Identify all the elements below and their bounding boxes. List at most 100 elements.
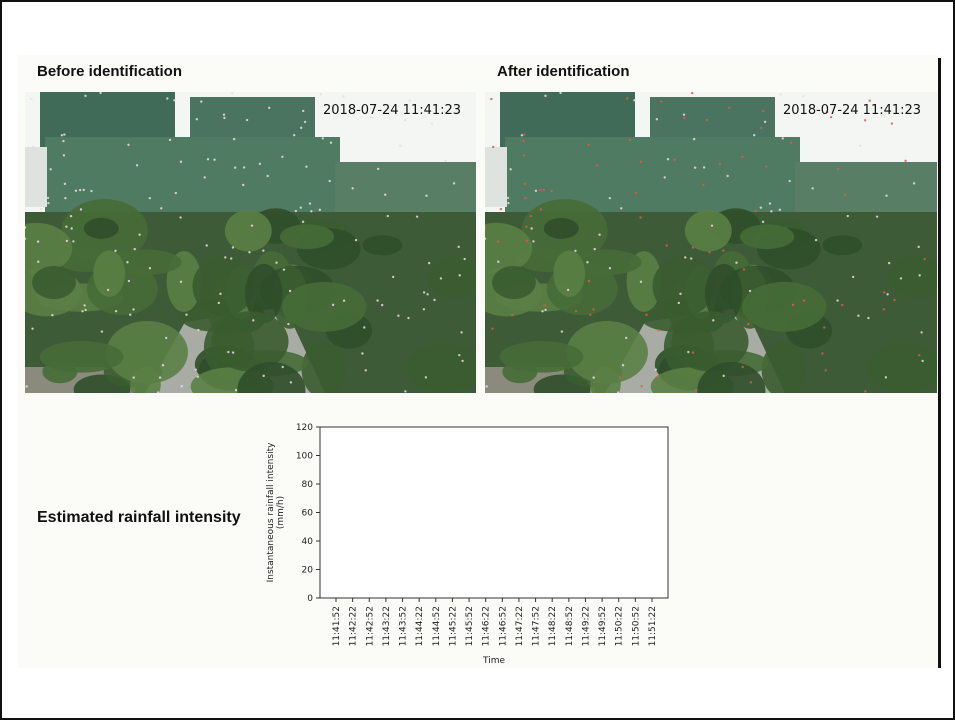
rain-drop [620,207,623,210]
rain-drop [422,291,426,294]
rain-drop [529,214,533,218]
rain-drop [885,194,888,197]
rain-drop [132,376,135,379]
rain-drop [196,375,199,378]
rain-drop [331,303,335,307]
rain-drop [384,193,387,196]
rain-drop [912,182,916,185]
rain-drop [918,274,921,277]
rain-drop [918,353,921,357]
rain-drop [302,109,305,113]
rain-drop [25,237,27,240]
rain-drop [161,364,165,367]
y-tick-label: 120 [296,423,313,433]
y-tick-label: 100 [296,452,313,462]
rain-drop [329,141,333,144]
rain-drop [544,94,547,98]
rain-drop [321,137,324,140]
rain-drop [174,191,178,195]
rain-drop [135,164,139,167]
rain-drop [759,126,763,130]
rain-drop [319,93,322,96]
rain-drop [126,261,129,264]
rain-drop [660,100,663,103]
rain-drop [633,99,636,102]
rain-drop [430,122,434,125]
rain-drop [386,214,389,218]
rain-drop [507,201,510,205]
tree [224,210,272,252]
rain-drop [232,137,236,141]
rain-drop [288,289,292,293]
rain-drop [882,308,886,311]
rain-drop [366,110,369,114]
rain-drop [461,359,464,363]
rain-drop [867,316,870,320]
rain-drop [882,291,886,294]
rain-drop [219,292,222,296]
rain-drop [598,233,601,236]
rain-drop [851,275,855,279]
rain-drop [593,247,596,251]
rain-drop [197,328,200,332]
rain-drop [452,182,456,185]
x-tick-label: 11:43:52 [399,606,409,646]
rain-drop [840,303,844,307]
rain-drop [404,390,407,393]
rain-drop [166,97,169,100]
rain-drop [203,176,206,179]
rain-drop [829,115,833,119]
rain-drop [525,239,529,243]
rain-drop [81,310,84,313]
after-image: 2018-07-24 11:41:23 [485,92,937,393]
rain-drop [376,167,380,171]
building [485,147,507,207]
plot-area [319,426,669,599]
chart: 0 20 40 60 80 100 120 11:41:52 11:42:22 11:42:52 1… [266,423,669,666]
rain-drop [705,118,709,122]
rain-drop [781,137,784,140]
rain-drop [595,164,599,167]
rain-drop [844,193,847,196]
rain-drop [248,251,251,254]
rain-drop [458,274,461,277]
rain-drop [458,353,461,357]
rain-drop [899,277,903,280]
rain-drop [39,207,43,211]
rain-drop [173,99,176,102]
rain-drop [761,220,765,224]
rain-drop [525,225,528,228]
rain-drop [258,162,262,166]
rain-drop [84,308,87,312]
y-tick-label: 80 [302,480,314,490]
rain-drop [496,240,500,243]
tree [822,235,863,256]
x-tick-label: 11:45:52 [465,606,475,646]
tree [93,250,126,297]
rain-drop [586,261,589,264]
tree [671,311,749,372]
tree [301,341,346,393]
rain-drop [266,174,269,178]
rain-drop [65,225,68,228]
timestamp: 2018-07-24 11:41:23 [323,103,461,118]
x-tick-label: 11:47:52 [532,606,542,646]
rain-drop [587,279,591,283]
rain-drop [231,92,234,95]
rain-drop [213,158,216,161]
rain-drop [693,166,697,169]
rain-drop [587,143,590,146]
rain-drop [886,293,889,296]
rain-drop [485,226,487,229]
tree [492,265,536,299]
rain-drop [114,309,118,313]
rain-drop [621,364,625,367]
rain-drop [444,159,447,163]
tree [684,210,732,252]
rain-drop [179,160,183,163]
x-tick-label: 11:51:22 [648,606,658,646]
tree [590,366,621,393]
rain-drop [281,155,284,159]
tree [742,281,827,332]
rain-drop [802,95,805,98]
